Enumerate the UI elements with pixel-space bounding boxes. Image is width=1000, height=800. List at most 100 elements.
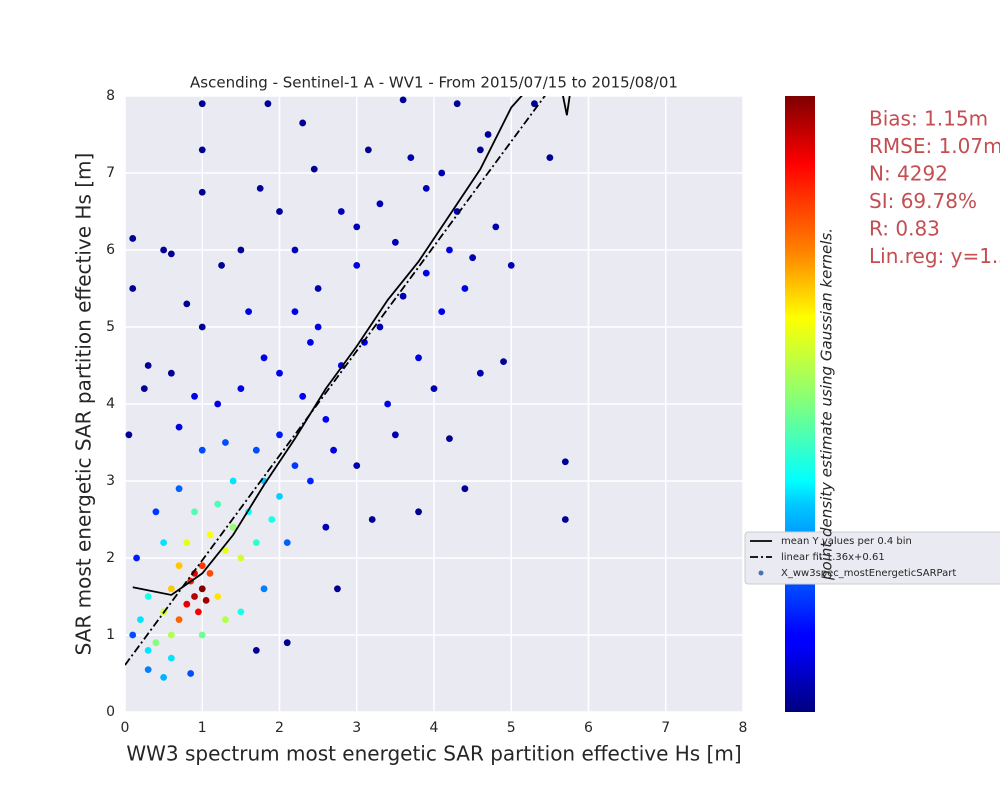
scatter-point	[167, 250, 175, 258]
scatter-point	[260, 354, 268, 362]
scatter-point	[160, 673, 168, 681]
scatter-point	[198, 146, 206, 154]
scatter-point	[198, 562, 206, 570]
scatter-point	[183, 539, 191, 546]
scatter-point	[276, 369, 283, 377]
scatter-point	[198, 188, 206, 196]
scatter-point	[183, 300, 191, 308]
scatter-point	[129, 285, 137, 292]
scatter-point	[229, 523, 237, 531]
scatter-point	[175, 423, 183, 431]
legend-label: X_ww3spec_mostEnergeticSARPart	[781, 568, 956, 579]
y-tick-label: 0	[106, 704, 115, 720]
scatter-point	[299, 119, 307, 127]
scatter-point	[144, 666, 152, 674]
x-tick-label: 1	[198, 720, 207, 736]
scatter-point	[476, 146, 484, 154]
scatter-point	[376, 323, 384, 331]
y-tick-label: 7	[106, 165, 115, 181]
scatter-point	[198, 585, 206, 593]
scatter-point	[430, 385, 438, 392]
scatter-point	[422, 185, 430, 192]
scatter-point	[353, 223, 361, 231]
x-tick-label: 7	[661, 720, 670, 736]
scatter-point	[391, 431, 399, 439]
scatter-point	[407, 154, 415, 162]
scatter-point	[276, 493, 283, 500]
scatter-point	[206, 531, 214, 539]
scatter-point	[187, 670, 195, 677]
scatter-point	[531, 100, 538, 108]
scatter-point	[330, 446, 337, 454]
scatter-point	[237, 608, 245, 616]
scatter-point	[438, 308, 446, 315]
scatter-point	[283, 639, 291, 647]
scatter-point	[415, 354, 422, 362]
legend-marker	[758, 570, 764, 576]
scatter-point	[167, 654, 175, 662]
stat-annotation: Lin.reg: y=1.36x+0.61	[869, 244, 1000, 268]
x-tick-label: 6	[584, 720, 593, 736]
scatter-point	[167, 631, 175, 639]
y-tick-label: 2	[106, 550, 115, 566]
scatter-point	[364, 146, 372, 154]
scatter-point	[446, 246, 453, 254]
scatter-point	[137, 616, 144, 623]
y-tick-label: 3	[106, 473, 115, 489]
scatter-point	[144, 593, 152, 600]
y-tick-label: 8	[106, 88, 115, 104]
scatter-point	[198, 323, 206, 331]
scatter-point	[415, 508, 422, 516]
scatter-point	[144, 647, 152, 654]
colorbar	[785, 96, 815, 712]
scatter-point	[214, 400, 222, 408]
scatter-point	[276, 208, 283, 215]
stat-annotation: N: 4292	[869, 162, 948, 186]
scatter-point	[384, 400, 392, 408]
scatter-point	[438, 169, 446, 177]
scatter-point	[353, 262, 361, 269]
scatter-point	[202, 596, 210, 604]
scatter-point	[206, 570, 214, 577]
x-tick-label: 4	[430, 720, 439, 736]
scatter-point	[175, 485, 183, 493]
x-tick-label: 0	[121, 720, 130, 736]
scatter-point	[500, 358, 507, 366]
scatter-point	[314, 323, 322, 331]
scatter-point	[291, 462, 299, 469]
scatter-point	[476, 369, 484, 377]
stat-annotation: R: 0.83	[869, 217, 940, 241]
scatter-point	[469, 254, 477, 262]
scatter-point	[129, 631, 137, 639]
scatter-point	[175, 562, 183, 570]
colorbar-label: point density estimate using Gaussian ke…	[818, 228, 836, 581]
scatter-point	[314, 285, 322, 292]
scatter-point	[264, 100, 272, 108]
scatter-point	[322, 416, 330, 423]
scatter-point	[391, 238, 399, 246]
scatter-point	[144, 362, 152, 369]
scatter-point	[461, 485, 469, 493]
scatter-point	[229, 477, 237, 485]
chart-title: Ascending - Sentinel-1 A - WV1 - From 20…	[190, 74, 678, 92]
scatter-point	[307, 477, 314, 485]
scatter-point	[140, 385, 148, 392]
legend-label: linear fit 1.36x+0.61	[781, 552, 885, 563]
y-axis-label: SAR most energetic SAR partition effecti…	[72, 153, 96, 656]
scatter-point	[546, 154, 554, 162]
scatter-point	[399, 96, 407, 104]
scatter-point	[260, 585, 268, 593]
scatter-point	[191, 593, 198, 600]
scatter-point	[461, 285, 469, 292]
stat-annotation: SI: 69.78%	[869, 189, 977, 213]
scatter-point	[160, 539, 168, 546]
scatter-point	[160, 246, 168, 254]
scatter-point	[129, 235, 137, 242]
scatter-point	[334, 585, 341, 593]
x-tick-label: 8	[739, 720, 748, 736]
scatter-point	[299, 392, 307, 400]
x-axis-label: WW3 spectrum most energetic SAR partitio…	[126, 742, 741, 766]
scatter-point	[222, 439, 229, 446]
scatter-point	[256, 185, 264, 192]
scatter-point	[492, 223, 500, 231]
